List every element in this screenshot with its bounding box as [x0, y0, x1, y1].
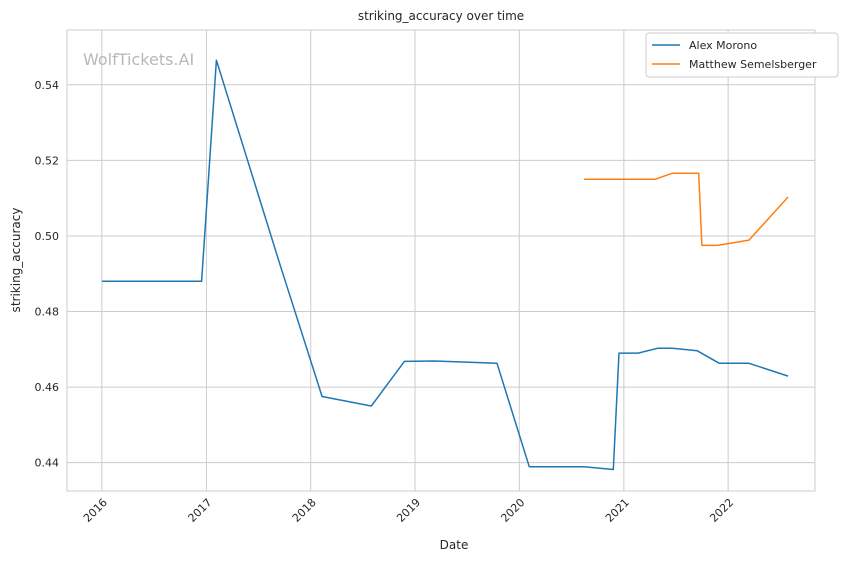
x-gridlines	[101, 30, 729, 491]
y-tick-label: 0.50	[35, 230, 60, 243]
y-gridlines	[67, 84, 815, 464]
series-layer	[101, 59, 789, 471]
y-tick-label: 0.52	[35, 154, 60, 167]
x-tick-label: 2018	[290, 496, 319, 525]
x-tick-label: 2021	[603, 496, 632, 525]
y-tick-label: 0.48	[35, 306, 60, 319]
legend-label-series-2: Matthew Semelsberger	[689, 58, 817, 71]
series-line-2	[584, 172, 789, 247]
x-axis-title: Date	[440, 538, 469, 552]
x-tick-label: 2022	[707, 496, 736, 525]
legend-box	[645, 32, 839, 78]
legend: Alex Morono Matthew Semelsberger	[645, 32, 839, 78]
chart-title: striking_accuracy over time	[358, 9, 524, 23]
y-tick-label: 0.54	[35, 79, 60, 92]
legend-label-series-1: Alex Morono	[689, 39, 757, 52]
x-tick-label: 2019	[394, 496, 423, 525]
series-line-1	[101, 59, 789, 471]
plot-background	[67, 30, 815, 491]
plot-frame	[66, 29, 816, 492]
x-tick-label: 2017	[186, 496, 215, 525]
x-tick-label: 2016	[81, 496, 110, 525]
y-tick-labels: 0.44 0.46 0.48 0.50 0.52 0.54	[35, 79, 60, 470]
y-tick-label: 0.46	[35, 381, 60, 394]
y-tick-label: 0.44	[35, 457, 60, 470]
watermark: WolfTickets.AI	[83, 50, 194, 69]
x-tick-label: 2020	[498, 496, 527, 525]
x-tick-labels: 2016 2017 2018 2019 2020 2021 2022	[81, 496, 736, 525]
y-axis-title: striking_accuracy	[9, 208, 23, 313]
